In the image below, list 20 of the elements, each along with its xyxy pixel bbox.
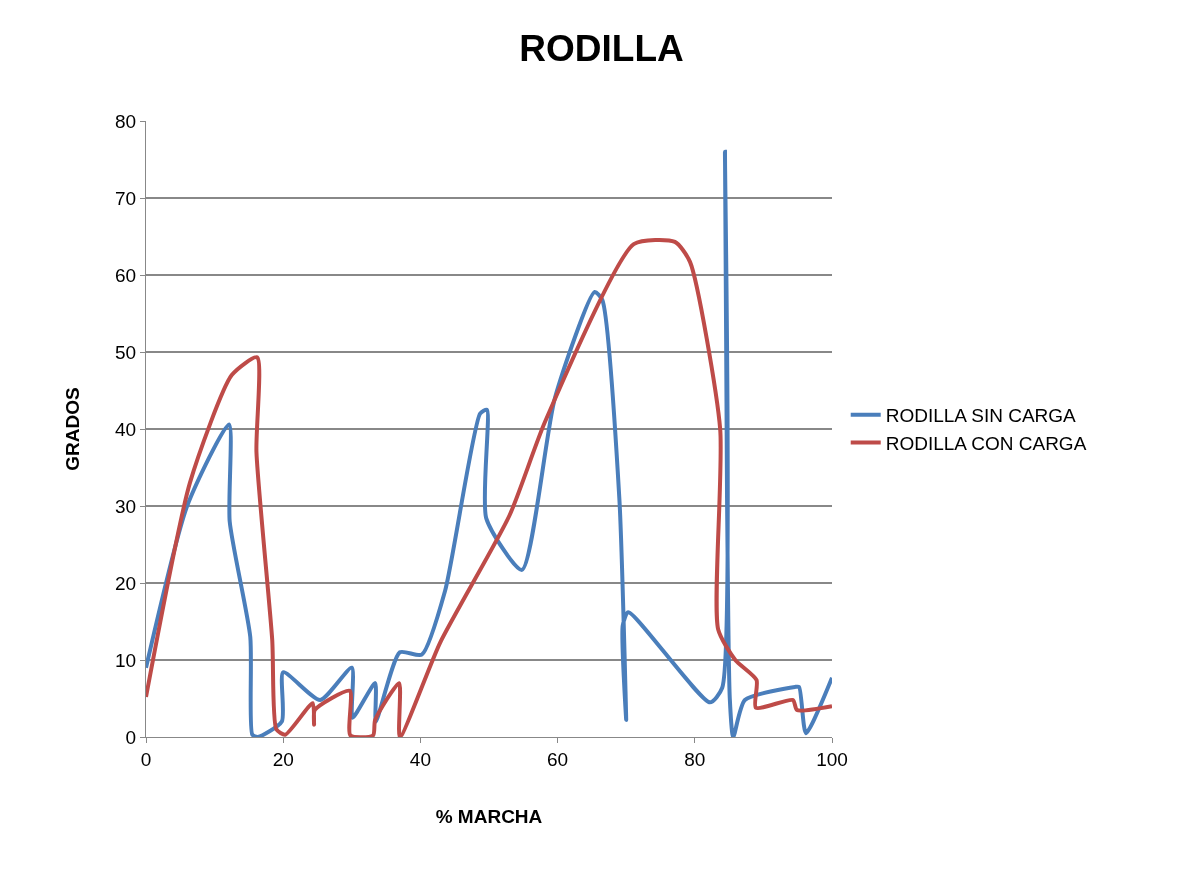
x-tick-label: 100 xyxy=(816,748,848,770)
y-axis-title: GRADOS xyxy=(61,387,83,471)
y-tick-label: 80 xyxy=(115,110,137,132)
x-tick-label: 80 xyxy=(684,748,706,770)
legend-label: RODILLA SIN CARGA xyxy=(885,405,1077,427)
y-tick-label: 50 xyxy=(115,341,137,363)
legend-label: RODILLA CON CARGA xyxy=(885,432,1087,454)
x-tick-label: 0 xyxy=(140,748,152,770)
chart-title: RODILLA xyxy=(519,27,684,69)
y-tick-label: 0 xyxy=(125,726,137,748)
y-tick-label: 40 xyxy=(115,418,137,440)
y-tick-label: 70 xyxy=(115,187,137,209)
x-tick-label: 40 xyxy=(409,748,431,770)
x-tick-label: 20 xyxy=(272,748,294,770)
y-tick-label: 30 xyxy=(115,495,137,517)
y-tick-label: 60 xyxy=(115,264,137,286)
y-tick-label: 10 xyxy=(115,649,137,671)
y-tick-label: 20 xyxy=(115,572,137,594)
x-axis-title: % MARCHA xyxy=(435,805,543,827)
x-tick-label: 60 xyxy=(547,748,569,770)
